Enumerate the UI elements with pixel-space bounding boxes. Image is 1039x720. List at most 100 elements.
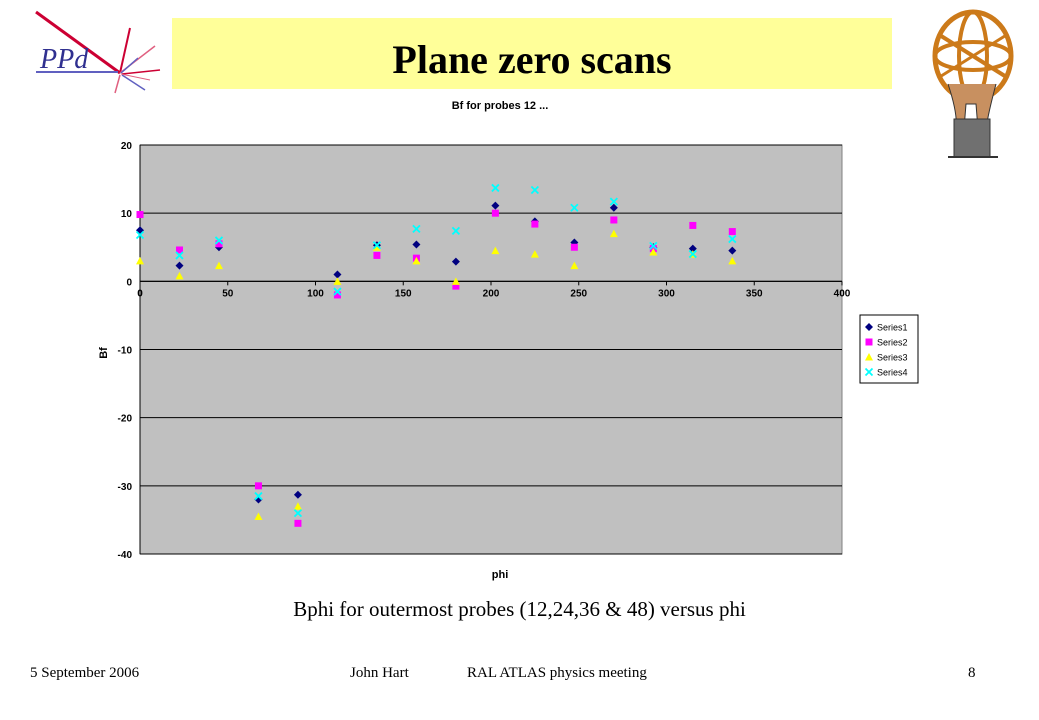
data-point bbox=[728, 246, 737, 255]
data-point bbox=[372, 243, 381, 251]
x-tick-label: 0 bbox=[137, 288, 143, 299]
data-point bbox=[254, 512, 263, 521]
y-tick-label: -40 bbox=[118, 550, 133, 561]
y-tick-label: 10 bbox=[121, 209, 133, 220]
page-number: 8 bbox=[968, 665, 976, 681]
series-series1 bbox=[136, 201, 737, 504]
data-point bbox=[333, 270, 342, 279]
data-point bbox=[689, 221, 697, 229]
data-point bbox=[451, 226, 461, 236]
legend-label: Series1 bbox=[877, 323, 908, 333]
data-point bbox=[491, 183, 500, 193]
x-tick-label: 250 bbox=[570, 288, 587, 299]
data-point bbox=[254, 491, 263, 501]
data-point bbox=[293, 502, 302, 510]
data-point bbox=[530, 185, 540, 195]
data-point bbox=[135, 230, 145, 240]
data-point bbox=[412, 240, 421, 249]
x-tick-label: 350 bbox=[746, 288, 763, 299]
x-tick-label: 200 bbox=[483, 288, 500, 299]
data-point bbox=[451, 257, 460, 266]
data-point bbox=[688, 249, 697, 259]
footer-meeting: RAL ATLAS physics meeting bbox=[467, 665, 647, 681]
legend-marker bbox=[865, 338, 873, 346]
x-tick-label: 150 bbox=[395, 288, 412, 299]
data-point bbox=[373, 251, 381, 259]
legend: Series1 Series2 Series3 Series4 bbox=[859, 314, 919, 384]
data-point bbox=[491, 209, 499, 217]
y-tick-label: -30 bbox=[118, 482, 133, 493]
footer-date: 5 September 2006 bbox=[30, 665, 140, 681]
data-point bbox=[215, 240, 223, 248]
y-tick-label: 0 bbox=[126, 277, 132, 288]
data-point bbox=[412, 224, 421, 233]
data-point bbox=[372, 241, 382, 250]
data-point bbox=[451, 277, 460, 285]
x-tick-label: 50 bbox=[222, 288, 234, 299]
chart-title: Bf for probes 12 ... bbox=[452, 100, 549, 112]
x-tick-label: 300 bbox=[658, 288, 675, 299]
data-point bbox=[293, 508, 303, 518]
y-tick-label: -10 bbox=[118, 346, 133, 357]
data-point bbox=[688, 244, 697, 253]
data-point bbox=[175, 246, 183, 254]
data-point bbox=[136, 256, 144, 265]
legend-marker bbox=[865, 353, 873, 361]
data-point bbox=[333, 291, 341, 299]
footer-author: John Hart bbox=[350, 665, 409, 681]
data-point bbox=[609, 229, 618, 238]
chart-caption: Bphi for outermost probes (12,24,36 & 48… bbox=[293, 597, 746, 621]
data-point bbox=[136, 211, 144, 219]
atlas-figure-icon bbox=[932, 9, 1014, 158]
data-point bbox=[530, 250, 539, 258]
data-point bbox=[609, 203, 618, 212]
y-tick-label: 20 bbox=[121, 141, 133, 152]
legend-label: Series2 bbox=[877, 338, 908, 348]
logo-burst-icon bbox=[35, 10, 161, 94]
legend-label: Series4 bbox=[877, 368, 908, 378]
data-markers bbox=[135, 183, 737, 527]
x-tick-label: 100 bbox=[307, 288, 324, 299]
slide-title: Plane zero scans bbox=[392, 37, 672, 82]
ppd-logo: PPd bbox=[35, 10, 161, 94]
data-point bbox=[570, 243, 578, 251]
legend-marker bbox=[865, 323, 873, 331]
data-point bbox=[570, 203, 579, 212]
legend-marker bbox=[864, 367, 874, 377]
data-point bbox=[175, 271, 184, 280]
data-point bbox=[175, 251, 184, 260]
data-point bbox=[649, 241, 658, 251]
data-point bbox=[293, 490, 302, 499]
data-point bbox=[728, 228, 736, 236]
title-bar bbox=[172, 18, 892, 89]
legend-label: Series3 bbox=[877, 353, 908, 363]
data-point bbox=[491, 201, 500, 210]
series-series3 bbox=[136, 229, 737, 521]
data-point bbox=[728, 256, 737, 265]
y-axis-label: Bf bbox=[98, 347, 110, 359]
x-tick-label: 400 bbox=[834, 288, 851, 299]
logo-text: PPd bbox=[39, 44, 89, 75]
data-point bbox=[294, 519, 302, 527]
data-point bbox=[570, 261, 579, 270]
x-axis-label: phi bbox=[492, 569, 509, 581]
data-point bbox=[491, 246, 500, 255]
data-point bbox=[412, 256, 421, 265]
data-point bbox=[333, 277, 342, 285]
data-point bbox=[728, 234, 737, 244]
data-point bbox=[610, 216, 618, 224]
data-point bbox=[175, 261, 184, 270]
data-point bbox=[214, 261, 223, 270]
y-tick-label: -20 bbox=[118, 414, 133, 425]
data-point bbox=[609, 197, 618, 206]
x-tick-labels: 0 50 100 150 200 250 300 350 400 bbox=[137, 288, 851, 299]
series-series4 bbox=[135, 183, 737, 518]
data-point bbox=[254, 482, 262, 490]
data-point bbox=[333, 287, 342, 296]
data-point bbox=[649, 248, 658, 256]
data-point bbox=[531, 220, 539, 228]
data-point bbox=[214, 236, 224, 245]
data-point bbox=[452, 282, 460, 290]
y-tick-labels: 20 10 0 -10 -20 -30 -40 bbox=[118, 141, 133, 561]
